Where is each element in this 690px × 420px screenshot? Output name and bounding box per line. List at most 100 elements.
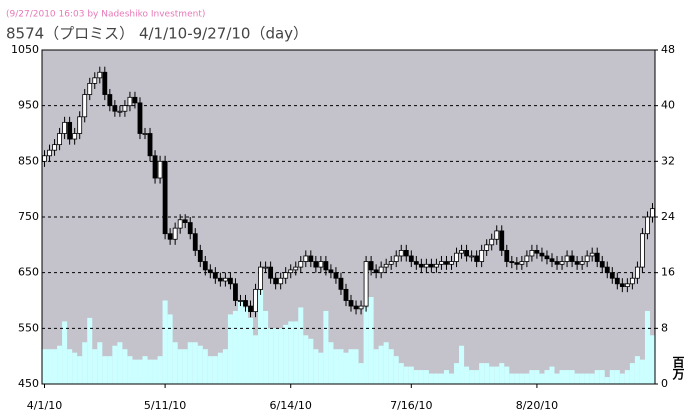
chart-subtitle: (9/27/2010 16:03 by Nadeshiko Investment… bbox=[6, 10, 205, 20]
volume-bar bbox=[253, 335, 259, 384]
candle-body bbox=[494, 230, 500, 240]
candle-body bbox=[383, 263, 389, 268]
y2-tick-label: 32 bbox=[661, 154, 675, 167]
volume-bar bbox=[373, 349, 379, 384]
candle-body bbox=[614, 277, 620, 285]
volume-bar bbox=[42, 349, 48, 384]
candle-body bbox=[107, 94, 113, 107]
volume-bar bbox=[308, 338, 314, 384]
candle-body bbox=[544, 255, 550, 260]
volume-bar bbox=[167, 314, 173, 384]
candle-body bbox=[77, 116, 83, 134]
candle-body bbox=[333, 272, 339, 279]
candle-body bbox=[554, 261, 560, 265]
volume-bar bbox=[454, 363, 460, 384]
volume-bar bbox=[423, 370, 429, 384]
candle-body bbox=[378, 266, 384, 274]
volume-bar bbox=[142, 356, 148, 384]
candle-body bbox=[629, 277, 635, 285]
candle-body bbox=[122, 105, 128, 112]
volume-bar bbox=[92, 349, 98, 384]
candle-body bbox=[42, 155, 47, 162]
volume-bar bbox=[609, 370, 615, 384]
volume-bar bbox=[504, 366, 510, 384]
candle-body bbox=[233, 283, 238, 301]
candle-body bbox=[268, 266, 274, 279]
volume-bar bbox=[564, 370, 570, 384]
volume-bar bbox=[97, 342, 103, 384]
candle-body bbox=[368, 261, 374, 271]
candle-body bbox=[172, 227, 178, 240]
candle-body bbox=[323, 261, 329, 271]
volume-bar bbox=[333, 349, 339, 384]
candle-body bbox=[609, 272, 615, 279]
volume-bar bbox=[248, 317, 254, 384]
candle-body bbox=[353, 305, 359, 310]
candle-body bbox=[534, 249, 540, 254]
volume-bar bbox=[559, 370, 565, 384]
volume-bar bbox=[554, 373, 560, 384]
candle-body bbox=[238, 300, 243, 302]
volume-bar bbox=[77, 356, 83, 384]
y2-axis-label: 百万 bbox=[671, 356, 685, 381]
candle-body bbox=[373, 269, 379, 274]
y-tick-label: 650 bbox=[18, 266, 39, 279]
volume-bar bbox=[639, 359, 645, 384]
candle-body bbox=[594, 252, 600, 262]
candle-body bbox=[177, 219, 183, 229]
volume-bar bbox=[117, 342, 123, 384]
y2-tick-label: 0 bbox=[661, 377, 668, 390]
volume-bar bbox=[383, 342, 389, 384]
candle-body bbox=[192, 233, 198, 251]
volume-bar bbox=[343, 352, 349, 384]
volume-bar bbox=[408, 366, 414, 384]
volume-bar bbox=[599, 370, 605, 384]
candle-body bbox=[82, 94, 88, 118]
volume-bar bbox=[614, 370, 620, 384]
y-tick-label: 450 bbox=[18, 377, 39, 390]
volume-bar bbox=[604, 377, 610, 384]
y2-tick-label: 24 bbox=[661, 210, 675, 223]
volume-bar bbox=[489, 366, 495, 384]
volume-bar bbox=[403, 366, 409, 384]
volume-bar bbox=[192, 342, 198, 384]
candle-body bbox=[57, 133, 62, 146]
volume-bar bbox=[102, 356, 108, 384]
volume-bar bbox=[67, 349, 73, 384]
x-tick-label: 4/1/10 bbox=[27, 399, 62, 412]
volume-bar bbox=[197, 345, 203, 384]
volume-bar bbox=[624, 370, 630, 384]
volume-bar bbox=[589, 373, 595, 384]
candle-body bbox=[72, 133, 78, 140]
candle-body bbox=[313, 261, 319, 268]
x-tick-label: 8/20/10 bbox=[516, 399, 558, 412]
candle-body bbox=[162, 160, 168, 235]
candle-body bbox=[182, 219, 188, 223]
volume-bar bbox=[303, 335, 309, 384]
candle-body bbox=[650, 208, 655, 218]
volume-bar bbox=[494, 366, 500, 384]
candle-body bbox=[62, 121, 68, 134]
candle-body bbox=[514, 262, 520, 265]
volume-bar bbox=[157, 356, 163, 384]
candle-body bbox=[434, 263, 439, 268]
candle-body bbox=[604, 266, 610, 274]
candle-body bbox=[449, 261, 454, 265]
candle-body bbox=[474, 255, 480, 262]
volume-bar bbox=[499, 363, 505, 384]
candle-body bbox=[363, 261, 369, 307]
volume-bar bbox=[82, 342, 88, 384]
volume-bar bbox=[273, 328, 279, 384]
candle-body bbox=[253, 288, 258, 313]
candle-body bbox=[97, 71, 103, 79]
candle-body bbox=[459, 249, 464, 254]
candle-body bbox=[439, 261, 444, 265]
candle-body bbox=[635, 266, 640, 279]
y-tick-label: 950 bbox=[18, 99, 39, 112]
volume-bar bbox=[52, 349, 58, 384]
volume-bar bbox=[464, 366, 470, 384]
candle-body bbox=[167, 233, 173, 240]
candle-body bbox=[524, 255, 530, 262]
candle-body bbox=[303, 255, 309, 262]
